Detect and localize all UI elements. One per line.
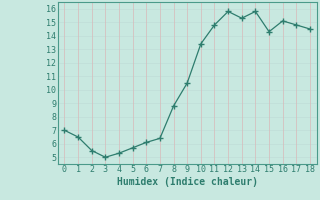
X-axis label: Humidex (Indice chaleur): Humidex (Indice chaleur) bbox=[117, 177, 258, 187]
